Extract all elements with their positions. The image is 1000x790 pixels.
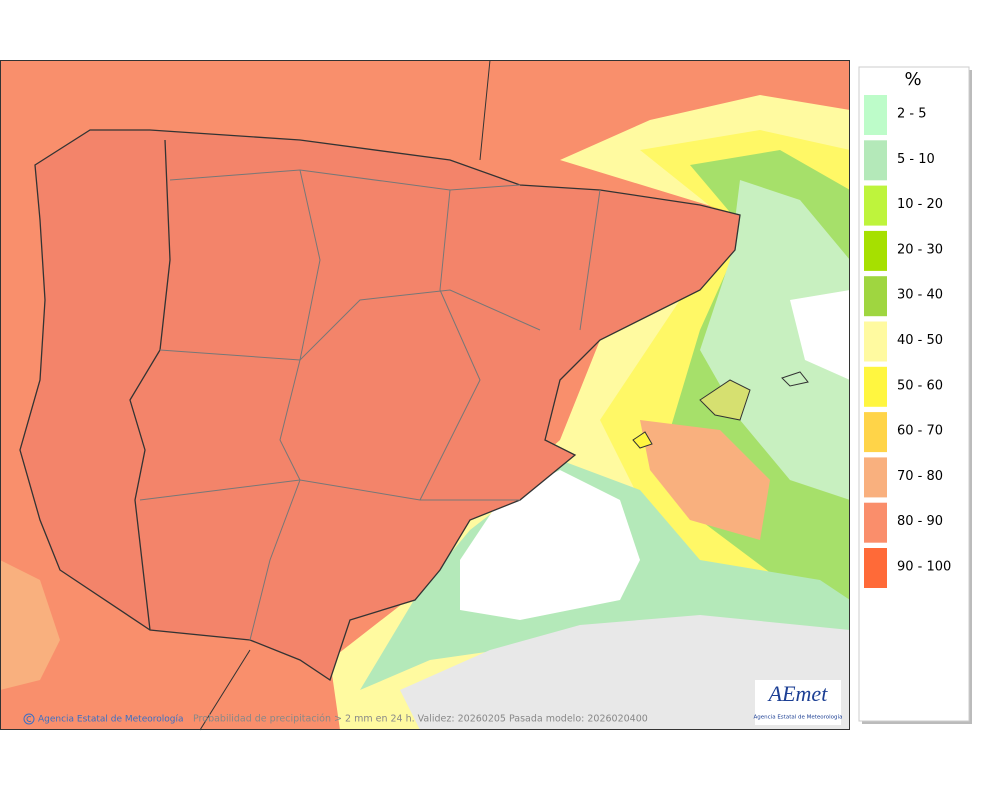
legend-label: 90 - 100: [897, 560, 951, 575]
legend-title: %: [904, 69, 921, 90]
legend-label: 30 - 40: [897, 288, 943, 303]
legend-label: 20 - 30: [897, 242, 943, 257]
legend-label: 40 - 50: [897, 333, 943, 348]
prob-low: [790, 290, 850, 380]
legend-label: 70 - 80: [897, 469, 943, 484]
credit: Agencia Estatal de Meteorología: [38, 715, 184, 725]
legend-label: 80 - 90: [897, 514, 943, 529]
africa-coast: [199, 649, 251, 731]
menorca: [781, 371, 809, 387]
legend-swatch: [864, 412, 887, 453]
legend-label: 50 - 60: [897, 378, 943, 393]
prob-0-2: [460, 470, 640, 620]
legend-swatch: [864, 548, 887, 588]
legend-label: 10 - 20: [897, 197, 943, 212]
legend-swatch: [864, 230, 887, 271]
legend-label: 60 - 70: [897, 424, 943, 439]
copyright-icon: [23, 713, 35, 725]
legend-swatch: [864, 457, 887, 498]
legend-label: 5 - 10: [897, 152, 935, 167]
legend-swatch: [864, 502, 887, 543]
legend-swatch: [864, 185, 887, 226]
prob-70-80-west: [0, 560, 60, 690]
legend-swatch: [864, 321, 887, 362]
prob-70-80: [640, 420, 770, 540]
logo-box: [755, 680, 841, 725]
legend-label: 2 - 5: [897, 107, 927, 122]
logo: AEmet Agencia Estatal de Meteorología: [754, 680, 843, 725]
map-frame: [0, 60, 850, 730]
meridian-line: [479, 59, 491, 161]
africa-land: [400, 615, 850, 730]
region-borders: [139, 169, 601, 641]
ibiza: [632, 431, 653, 449]
logo-name: AEmet: [767, 681, 829, 706]
caption: Probabilidad de precipitación > 2 mm en …: [193, 714, 648, 725]
logo-subtitle: Agencia Estatal de Meteorología: [754, 714, 843, 721]
legend-swatch: [864, 276, 887, 317]
legend-swatch: [864, 366, 887, 407]
border-portugal: [129, 139, 171, 631]
mallorca: [699, 379, 751, 421]
legend-swatch: [864, 95, 887, 135]
legend-swatch: [864, 140, 887, 181]
prob-5-10: [700, 180, 850, 500]
map: [0, 59, 850, 731]
legend-items: 2 - 5 5 - 10 10 - 20 20 - 30 30 - 40 40 - 50 5…: [864, 95, 951, 588]
